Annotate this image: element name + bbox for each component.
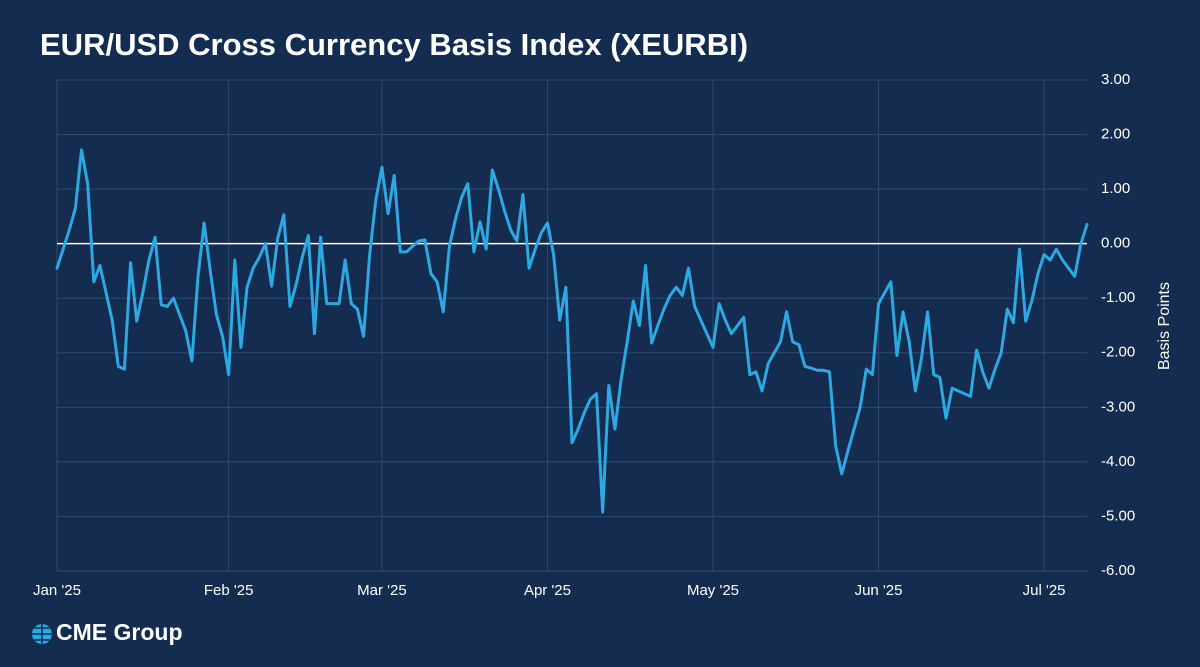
y-tick-label: -2.00: [1101, 344, 1135, 361]
x-tick-label: Apr '25: [524, 582, 571, 599]
y-tick-label: 1.00: [1101, 180, 1130, 197]
x-tick-label: May '25: [687, 582, 739, 599]
y-tick-label: 0.00: [1101, 235, 1130, 252]
x-tick-label: Jan '25: [33, 582, 81, 599]
logo-text: CME Group: [56, 619, 183, 645]
x-tick-label: Jul '25: [1023, 582, 1066, 599]
data-line: [55, 148, 1089, 514]
y-axis-label: Basis Points: [1156, 282, 1173, 370]
y-tick-label: 3.00: [1101, 71, 1130, 88]
x-tick-label: Jun '25: [855, 582, 903, 599]
y-tick-label: -1.00: [1101, 289, 1135, 306]
x-tick-label: Feb '25: [204, 582, 254, 599]
y-tick-label: -5.00: [1101, 507, 1135, 524]
x-tick-label: Mar '25: [357, 582, 407, 599]
y-tick-label: -3.00: [1101, 398, 1135, 415]
y-tick-label: -4.00: [1101, 453, 1135, 470]
chart-title: EUR/USD Cross Currency Basis Index (XEUR…: [40, 27, 748, 62]
y-tick-label: 2.00: [1101, 126, 1130, 143]
logo: CME Group: [32, 619, 183, 645]
y-tick-label: -6.00: [1101, 562, 1135, 579]
logo-globe-lines: [32, 624, 52, 644]
